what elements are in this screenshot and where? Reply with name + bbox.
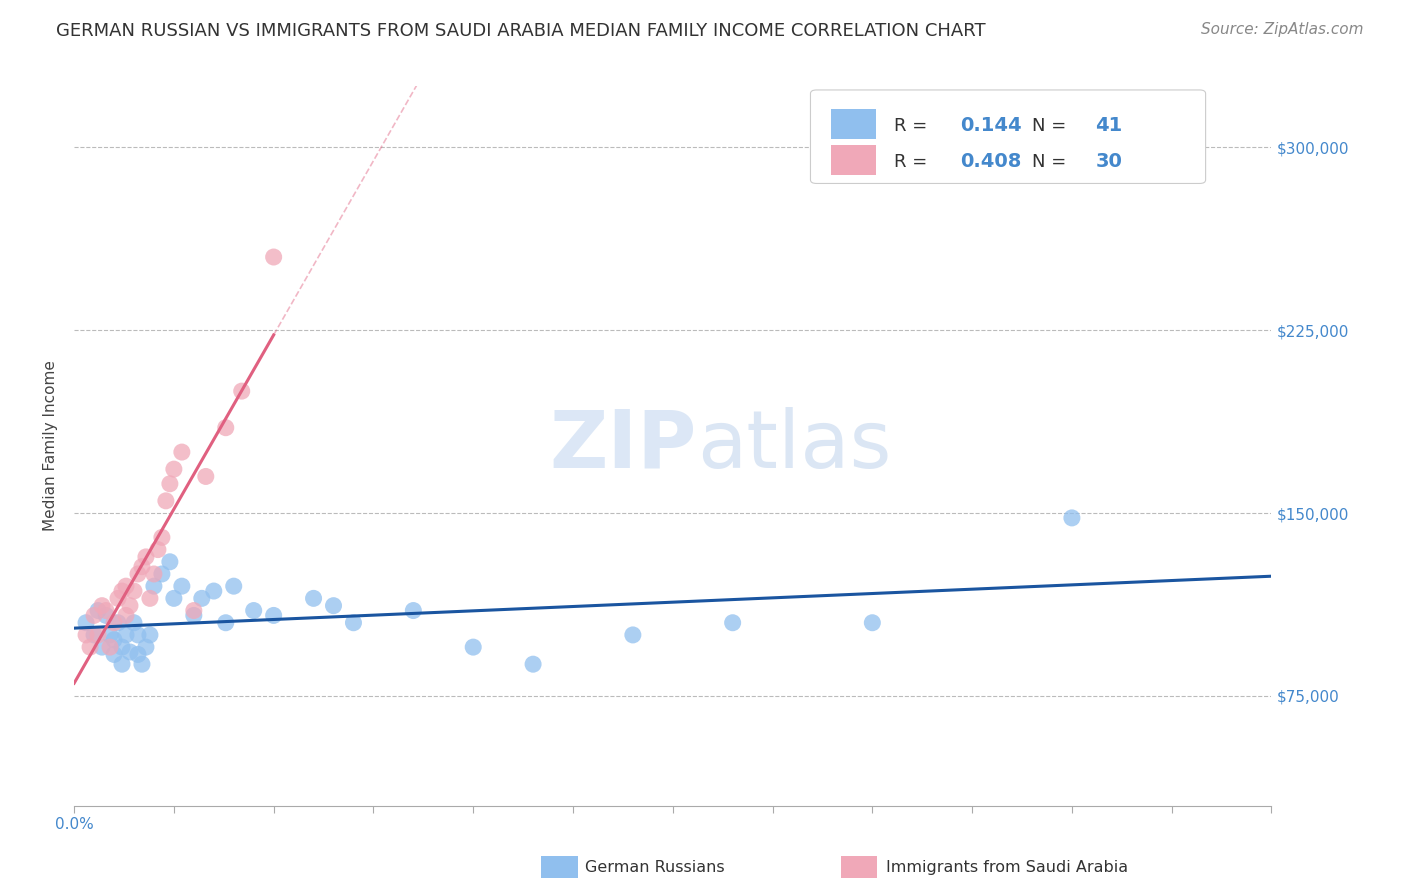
Point: [122, 584, 145, 599]
Text: R =: R =: [894, 153, 934, 171]
Point: [115, 579, 138, 593]
Point: [91, 599, 114, 613]
Point: [127, 566, 149, 581]
Point: [155, 493, 177, 508]
Point: [111, 657, 134, 672]
Point: [170, 445, 193, 459]
Point: [83, 628, 105, 642]
Point: [522, 657, 544, 672]
Text: 41: 41: [1095, 117, 1123, 136]
Text: ZIP: ZIP: [550, 407, 697, 485]
Point: [118, 645, 141, 659]
Point: [860, 615, 883, 630]
Point: [115, 628, 138, 642]
Point: [142, 579, 165, 593]
Point: [75, 628, 97, 642]
FancyBboxPatch shape: [831, 145, 876, 175]
Point: [142, 566, 165, 581]
Point: [621, 628, 644, 642]
Point: [103, 648, 125, 662]
Text: Source: ZipAtlas.com: Source: ZipAtlas.com: [1201, 22, 1364, 37]
Point: [183, 608, 205, 623]
Point: [191, 591, 214, 606]
Point: [127, 628, 149, 642]
Point: [127, 648, 149, 662]
Point: [122, 615, 145, 630]
Point: [107, 591, 129, 606]
Point: [231, 384, 253, 398]
Point: [111, 584, 134, 599]
Point: [75, 615, 97, 630]
Text: 0.144: 0.144: [960, 117, 1022, 136]
Point: [721, 615, 744, 630]
Point: [135, 549, 157, 564]
Point: [322, 599, 344, 613]
Text: 0.408: 0.408: [960, 153, 1022, 171]
Point: [194, 469, 217, 483]
Point: [87, 628, 110, 642]
Point: [103, 632, 125, 647]
Point: [302, 591, 325, 606]
Point: [139, 591, 162, 606]
Point: [107, 615, 129, 630]
Point: [98, 640, 121, 654]
Point: [1060, 511, 1083, 525]
FancyBboxPatch shape: [831, 109, 876, 139]
Text: atlas: atlas: [697, 407, 891, 485]
Point: [263, 250, 285, 264]
Point: [150, 530, 173, 544]
Point: [183, 603, 205, 617]
Point: [342, 615, 364, 630]
Point: [402, 603, 425, 617]
Point: [83, 608, 105, 623]
Text: GERMAN RUSSIAN VS IMMIGRANTS FROM SAUDI ARABIA MEDIAN FAMILY INCOME CORRELATION : GERMAN RUSSIAN VS IMMIGRANTS FROM SAUDI …: [56, 22, 986, 40]
Point: [139, 628, 162, 642]
Point: [146, 542, 169, 557]
Text: 30: 30: [1095, 153, 1122, 171]
Point: [215, 420, 238, 434]
Point: [135, 640, 157, 654]
Point: [163, 591, 186, 606]
Point: [131, 559, 153, 574]
Point: [242, 603, 264, 617]
Point: [79, 640, 101, 654]
Point: [202, 584, 225, 599]
Point: [150, 566, 173, 581]
Text: N =: N =: [1032, 153, 1071, 171]
Point: [103, 615, 125, 630]
Point: [94, 608, 117, 623]
Point: [163, 462, 186, 476]
Text: R =: R =: [894, 117, 934, 135]
FancyBboxPatch shape: [810, 90, 1205, 184]
Text: German Russians: German Russians: [585, 861, 724, 875]
Point: [87, 603, 110, 617]
Point: [170, 579, 193, 593]
Text: Immigrants from Saudi Arabia: Immigrants from Saudi Arabia: [886, 861, 1128, 875]
Point: [118, 599, 141, 613]
Point: [463, 640, 485, 654]
Point: [159, 555, 181, 569]
Point: [263, 608, 285, 623]
Point: [131, 657, 153, 672]
Point: [115, 608, 138, 623]
Point: [222, 579, 245, 593]
Point: [94, 603, 117, 617]
Y-axis label: Median Family Income: Median Family Income: [44, 360, 58, 532]
Point: [215, 615, 238, 630]
Point: [98, 628, 121, 642]
Text: N =: N =: [1032, 117, 1071, 135]
Point: [111, 640, 134, 654]
Point: [91, 640, 114, 654]
Point: [159, 476, 181, 491]
